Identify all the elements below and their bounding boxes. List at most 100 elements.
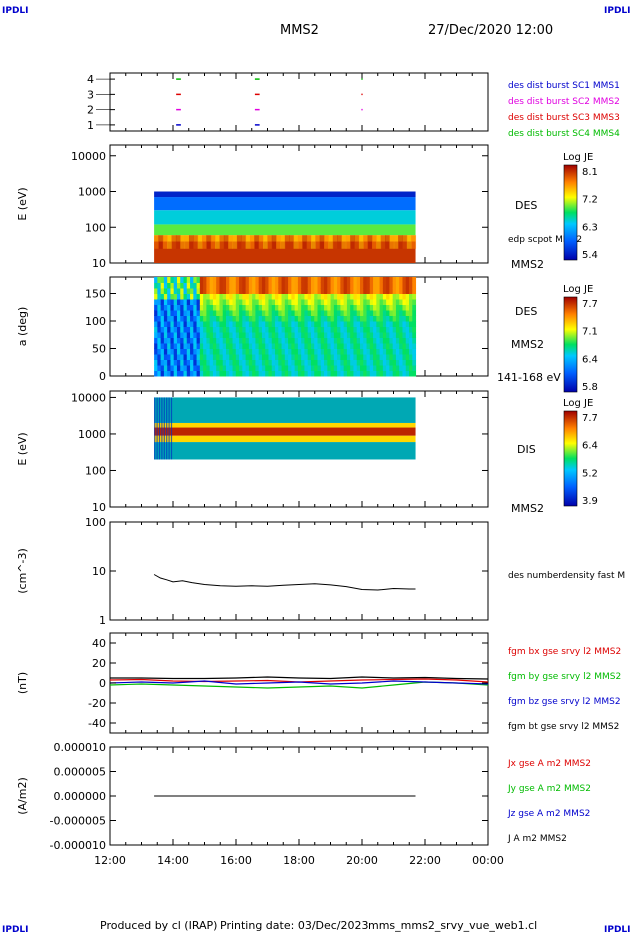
spectrogram-cell (284, 370, 289, 377)
spectrogram-cell (392, 293, 397, 300)
spectrogram-cell (343, 293, 348, 300)
spectrogram-cell (206, 343, 211, 349)
spectrogram-cell (219, 293, 224, 300)
spectrogram-cell (389, 332, 394, 338)
spectrogram-cell (268, 354, 273, 360)
spectrogram-cell (389, 365, 394, 371)
spectrogram-cell (206, 282, 211, 289)
spectrogram-cell (180, 321, 185, 327)
y-tick-label: 10 (92, 565, 106, 578)
spectrogram-cell (239, 299, 243, 305)
spectrogram-cell (359, 348, 364, 355)
spectrogram-cell (284, 348, 289, 355)
spectrogram-cell (307, 321, 312, 327)
spectrogram-cell (167, 299, 171, 305)
spectrogram-cell (366, 293, 371, 300)
spectrogram-cell (356, 332, 361, 338)
axis-label-y: (A/m2) (16, 777, 29, 815)
spectrogram-cell (307, 348, 312, 355)
spectrogram-cell (402, 277, 407, 283)
spectrogram-cell (176, 315, 181, 322)
spectrogram-cell (350, 235, 356, 249)
spectrogram-cell (317, 277, 322, 283)
spectrogram-cell (363, 293, 368, 300)
spectrogram-cell (359, 326, 364, 333)
spectrogram-cell (209, 288, 214, 294)
spectrogram-cell (369, 337, 374, 344)
spectrogram-cell (366, 304, 371, 311)
spectrogram-cell (261, 359, 266, 366)
spectrogram-cell (320, 299, 325, 305)
spectrogram-cell (373, 282, 377, 289)
spectrogram-cell (333, 321, 338, 327)
spectrogram-cell (232, 235, 238, 249)
spectrogram-cell (245, 304, 250, 311)
spectrogram-cell (376, 299, 381, 305)
spectrogram-cell (304, 348, 309, 355)
spectrogram-cell (337, 288, 341, 294)
spectrogram-cell (167, 332, 171, 338)
spectrogram-cell (409, 359, 413, 366)
spectrogram-cell (180, 288, 185, 294)
spectrogram-cell (288, 277, 292, 283)
spectrogram-cell (235, 277, 240, 283)
spectrogram-cell (232, 315, 237, 322)
y-tick-label: 0 (99, 677, 106, 690)
spectrogram-cell (356, 310, 361, 316)
spectrogram-cell (242, 359, 247, 366)
spectrogram-cell (209, 299, 214, 305)
spectrogram-cell (160, 288, 165, 294)
spectrogram-cell (359, 304, 364, 311)
spectrogram-cell (209, 337, 214, 344)
spectrogram-cell (160, 348, 165, 355)
spectrogram-cell (173, 282, 178, 289)
spectrogram-cell (409, 315, 413, 322)
spectrogram-cell (284, 359, 289, 366)
spectrogram-cell (395, 337, 400, 344)
spectrogram-cell (297, 359, 302, 366)
spectrogram-cell (167, 370, 171, 377)
spectrogram-cell (366, 343, 371, 349)
spectrogram-cell (190, 365, 194, 371)
spectrogram-cell (157, 359, 162, 366)
spectrogram-cell (261, 310, 266, 316)
spectrogram-cell (173, 304, 178, 311)
spectrogram-cell (154, 348, 158, 355)
spectrogram-cell (190, 293, 194, 300)
spectrogram-cell (297, 304, 302, 311)
spectrogram-cell (196, 343, 201, 349)
spectrogram-cell (324, 288, 328, 294)
spectrogram-cell (258, 282, 263, 289)
spectrogram-cell (258, 277, 263, 283)
spectrogram-cell (160, 332, 165, 338)
spectrogram-cell (206, 299, 211, 305)
spectrogram-cell (317, 348, 322, 355)
spectrogram-cell (389, 326, 394, 333)
spectrogram-cell (382, 359, 387, 366)
spectrogram-cell (333, 288, 338, 294)
spectrogram-cell (356, 337, 361, 344)
spectrogram-cell (320, 354, 325, 360)
spectrogram-cell (281, 326, 286, 333)
spectrogram-cell (180, 343, 185, 349)
y-tick-label: 150 (85, 288, 106, 301)
spectrogram-cell (310, 343, 315, 349)
spectrogram-cell (255, 354, 260, 360)
spectrogram-cell (258, 288, 263, 294)
spectrogram-cell (412, 343, 417, 349)
spectrogram-cell (353, 332, 358, 338)
spectrogram-cell (209, 354, 214, 360)
spectrogram-cell (271, 354, 276, 360)
spectrogram-cell (409, 365, 413, 371)
spectrogram-cell (297, 288, 302, 294)
legend-entry: fgm bt gse srvy l2 MMS2 (508, 722, 619, 732)
spectrogram-cell (180, 315, 185, 322)
spectrogram-cell (190, 304, 194, 311)
spectrogram-cell (307, 326, 312, 333)
spectrogram-cell (239, 315, 243, 322)
spectrogram-cell (288, 282, 292, 289)
spectrogram-cell (183, 288, 188, 294)
spectrogram-cell (337, 277, 341, 283)
spectrogram-cell (304, 277, 309, 283)
spectrogram-cell (281, 304, 286, 311)
